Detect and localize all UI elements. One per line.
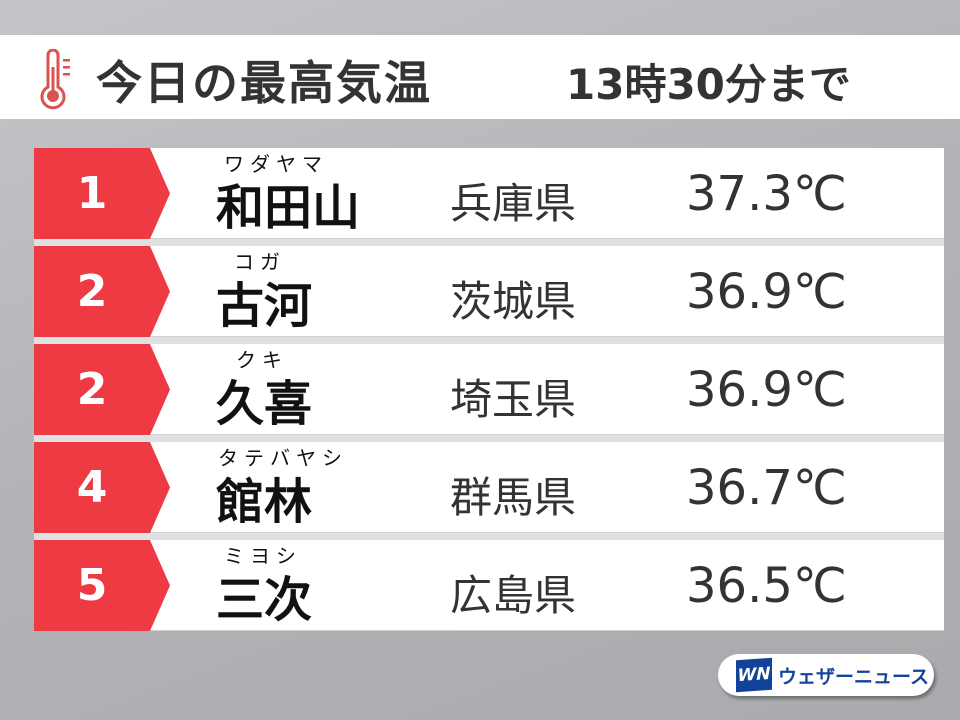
table-row: 1 ワダヤマ 和田山 兵庫県 37.3℃ xyxy=(34,148,944,246)
rank-badge xyxy=(34,148,170,239)
weathernews-logo: WN ウェザーニュース xyxy=(718,654,934,696)
rank-badge xyxy=(34,442,170,533)
row-divider xyxy=(34,239,944,246)
temperature: 37.3℃ xyxy=(686,166,847,222)
rank-number: 4 xyxy=(76,462,108,513)
city-reading: タテバヤシ xyxy=(218,446,348,470)
table-row: 2 クキ 久喜 埼玉県 36.9℃ xyxy=(34,344,944,442)
rank-number: 5 xyxy=(76,560,108,611)
city-name: 三次 xyxy=(216,572,313,628)
row-divider xyxy=(34,533,944,540)
prefecture: 茨城県 xyxy=(450,277,577,326)
time-label: 13時30分まで xyxy=(566,60,851,109)
rank-badge xyxy=(34,540,170,631)
city-name: 久喜 xyxy=(216,376,313,432)
ranking-table: 1 ワダヤマ 和田山 兵庫県 37.3℃ 2 コガ 古河 茨城県 36.9℃ 2… xyxy=(34,148,944,638)
prefecture: 埼玉県 xyxy=(450,375,577,424)
table-row: 2 コガ 古河 茨城県 36.9℃ xyxy=(34,246,944,344)
logo-text: ウェザーニュース xyxy=(778,665,930,688)
temperature: 36.5℃ xyxy=(686,558,847,614)
temperature: 36.9℃ xyxy=(686,264,847,320)
thermometer-icon xyxy=(40,49,70,110)
temperature: 36.7℃ xyxy=(686,460,847,516)
city-name: 和田山 xyxy=(216,180,361,236)
city-name: 古河 xyxy=(216,278,313,334)
rank-number: 2 xyxy=(76,364,108,415)
rank-badge xyxy=(34,246,170,337)
logo-mark: WN xyxy=(736,657,772,693)
row-divider xyxy=(34,435,944,442)
prefecture: 兵庫県 xyxy=(450,179,577,228)
prefecture: 群馬県 xyxy=(450,473,577,522)
rank-number: 2 xyxy=(76,266,108,317)
row-divider xyxy=(34,337,944,344)
table-row: 5 ミヨシ 三次 広島県 36.5℃ xyxy=(34,540,944,631)
city-reading: コガ xyxy=(234,250,286,274)
temperature: 36.9℃ xyxy=(686,362,847,418)
city-reading: クキ xyxy=(236,348,288,372)
city-reading: ワダヤマ xyxy=(224,152,328,176)
rank-number: 1 xyxy=(76,168,108,219)
rank-badge xyxy=(34,344,170,435)
prefecture: 広島県 xyxy=(450,571,577,620)
table-row: 4 タテバヤシ 館林 群馬県 36.7℃ xyxy=(34,442,944,540)
city-reading: ミヨシ xyxy=(224,544,302,568)
header-bar: 今日の最高気温 13時30分まで xyxy=(0,35,960,119)
city-name: 館林 xyxy=(216,474,313,530)
page-title: 今日の最高気温 xyxy=(96,56,432,110)
